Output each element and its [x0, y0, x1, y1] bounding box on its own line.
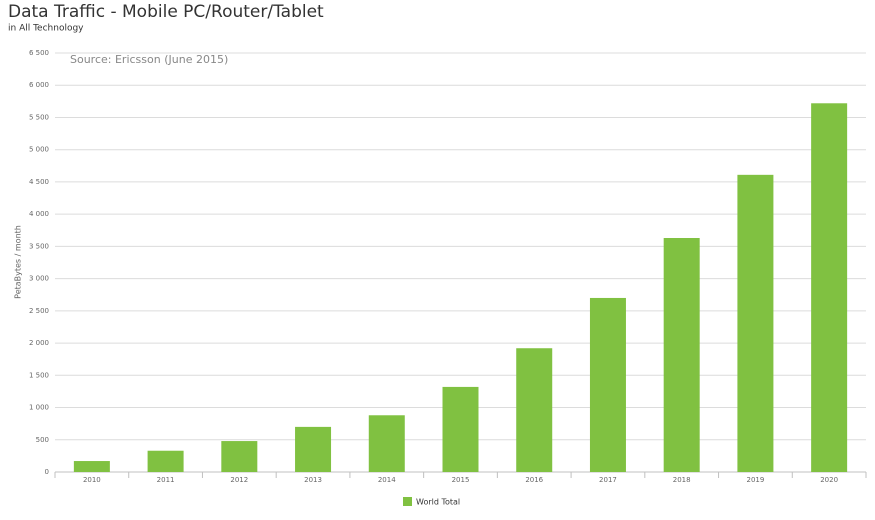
x-tick-label: 2011: [157, 476, 175, 484]
y-tick-label: 1 500: [29, 371, 49, 379]
y-tick-label: 6 500: [29, 49, 49, 57]
y-tick-label: 5 500: [29, 113, 49, 121]
x-tick-label: 2017: [599, 476, 617, 484]
bar: [73, 461, 110, 472]
y-tick-label: 500: [36, 436, 49, 444]
y-tick-label: 1 000: [29, 404, 49, 412]
bar: [442, 386, 479, 472]
chart-subtitle: in All Technology: [8, 24, 84, 34]
y-axis-label: PetaBytes / month: [14, 225, 23, 299]
bar: [811, 103, 848, 472]
legend-swatch: [403, 497, 412, 506]
y-tick-label: 0: [45, 468, 49, 476]
x-tick-label: 2020: [820, 476, 838, 484]
bar: [737, 174, 774, 472]
y-tick-label: 2 500: [29, 307, 49, 315]
x-tick-label: 2018: [673, 476, 691, 484]
x-tick-label: 2016: [525, 476, 543, 484]
y-tick-label: 4 000: [29, 210, 49, 218]
y-tick-label: 4 500: [29, 178, 49, 186]
legend-label: World Total: [416, 498, 460, 507]
bar: [516, 348, 553, 472]
source-annotation: Source: Ericsson (June 2015): [70, 53, 228, 66]
y-tick-label: 3 500: [29, 242, 49, 250]
bar: [147, 450, 184, 472]
bar: [589, 297, 626, 472]
x-tick-label: 2015: [452, 476, 470, 484]
bar: [368, 415, 405, 472]
y-tick-label: 5 000: [29, 146, 49, 154]
x-tick-label: 2010: [83, 476, 101, 484]
x-tick-label: 2014: [378, 476, 396, 484]
x-tick-label: 2012: [230, 476, 248, 484]
chart-title: Data Traffic - Mobile PC/Router/Tablet: [8, 2, 324, 22]
x-tick-label: 2019: [746, 476, 764, 484]
y-tick-label: 6 000: [29, 81, 49, 89]
bar: [295, 426, 332, 472]
x-tick-label: 2013: [304, 476, 322, 484]
y-tick-label: 3 000: [29, 275, 49, 283]
y-tick-label: 2 000: [29, 339, 49, 347]
bar: [663, 238, 700, 472]
bar: [221, 441, 258, 472]
